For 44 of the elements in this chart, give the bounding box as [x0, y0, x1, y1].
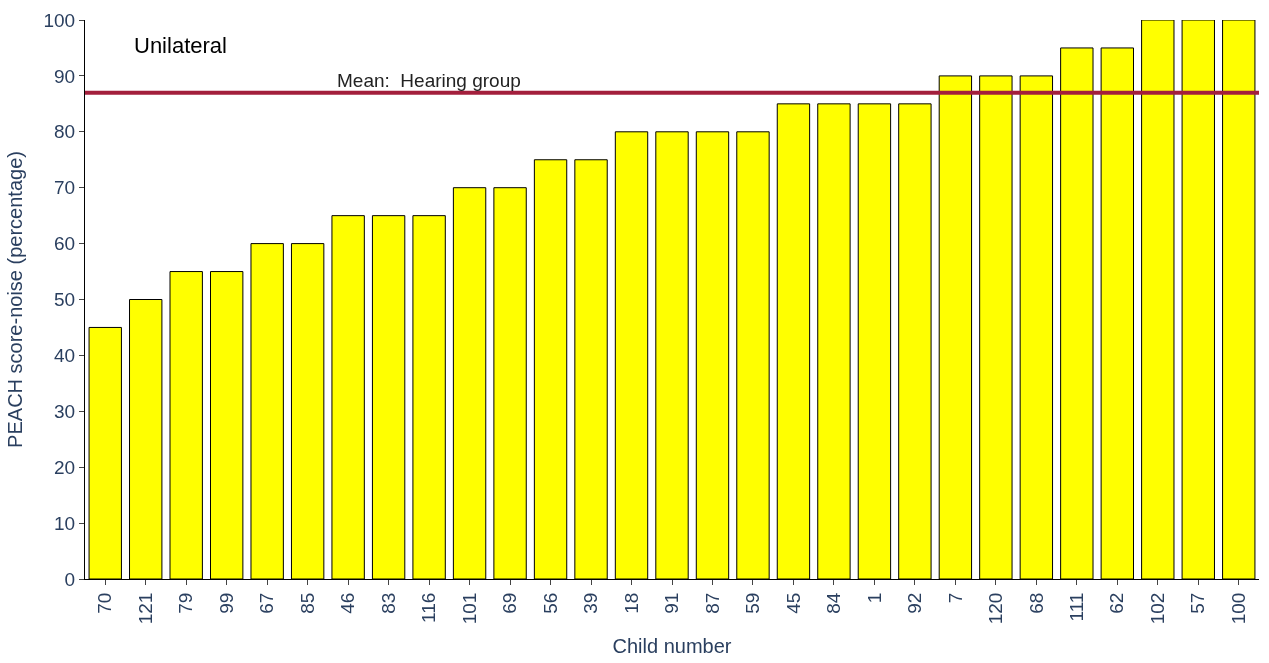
x-tick-label: 102	[1146, 592, 1168, 625]
y-tick-label: 50	[54, 289, 76, 311]
x-axis-title: Child number	[612, 634, 732, 657]
x-tick-label: 39	[580, 592, 602, 614]
x-tick-label: 62	[1106, 592, 1128, 614]
x-tick-label: 69	[499, 592, 521, 614]
x-tick-label: 101	[458, 592, 480, 625]
x-tick-label: 92	[904, 592, 926, 614]
x-tick-label: 70	[94, 592, 116, 614]
x-tick-label: 1	[863, 592, 885, 604]
x-tick-label: 111	[1066, 592, 1088, 622]
x-tick-label: 85	[296, 592, 318, 614]
y-tick-label: 80	[54, 121, 76, 143]
y-tick-label: 10	[54, 512, 76, 534]
x-tick-label: 99	[215, 592, 237, 614]
x-tick-label: 7	[944, 592, 966, 604]
x-tick-label: 79	[175, 592, 197, 614]
x-tick-label: 67	[256, 592, 278, 614]
x-tick-label: 59	[742, 592, 764, 614]
y-tick-label: 20	[54, 456, 76, 478]
x-tick-label: 18	[620, 592, 642, 614]
x-tick-label: 87	[701, 592, 723, 614]
y-tick-label: 90	[54, 65, 76, 87]
y-tick-label: 100	[43, 9, 76, 31]
x-tick-label: 121	[134, 592, 156, 625]
y-tick-label: 40	[54, 345, 76, 367]
x-tick-label: 91	[661, 592, 683, 614]
x-tick-label: 68	[1025, 592, 1047, 614]
x-tick-label: 45	[782, 592, 804, 614]
x-tick-label: 57	[1187, 592, 1209, 614]
x-tick-label: 100	[1227, 592, 1249, 625]
y-tick-label: 60	[54, 233, 76, 255]
x-tick-label: 116	[418, 592, 440, 623]
x-tick-label: 120	[985, 592, 1007, 625]
annotation: Unilateral	[134, 33, 227, 58]
y-axis-title: PEACH score-noise (percentage)	[4, 151, 26, 448]
y-tick-label: 30	[54, 400, 76, 422]
ref-line-label: Mean: Hearing group	[337, 70, 521, 91]
x-tick-label: 84	[823, 592, 845, 614]
y-tick-label: 70	[54, 177, 76, 199]
x-tick-label: 83	[377, 592, 399, 614]
x-tick-label: 56	[539, 592, 561, 614]
x-tick-label: 46	[337, 592, 359, 614]
y-tick-label: 0	[64, 568, 76, 590]
